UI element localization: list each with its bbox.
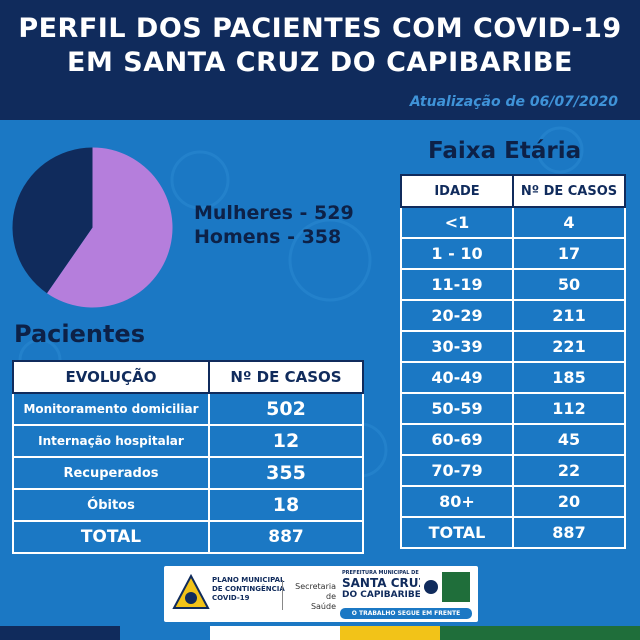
patients-title: Pacientes [14, 320, 145, 348]
footer-color-stripes [0, 626, 640, 640]
table-row: Monitoramento domiciliar 502 [12, 392, 364, 426]
table-row: Recuperados 355 [12, 456, 364, 490]
municipal-flag-logo [420, 572, 470, 602]
age-title: Faixa Etária [428, 138, 582, 164]
contingency-plan-text: PLANO MUNICIPAL DE CONTINGÊNCIA COVID-19 [212, 576, 285, 602]
total-row: TOTAL 887 [12, 520, 364, 554]
secretaria-text: Secretaria de Saúde [295, 582, 336, 611]
slogan: O TRABALHO SEGUE EM FRENTE [340, 608, 472, 619]
table-row: 11-19 50 [400, 268, 626, 301]
header-banner [0, 0, 640, 120]
table-row: 40-49 185 [400, 361, 626, 394]
table-row: 60-69 45 [400, 423, 626, 456]
prefeitura-text: PREFEITURA MUNICIPAL DE SANTA CRUZ DO CA… [342, 570, 428, 600]
logos-panel: PLANO MUNICIPAL DE CONTINGÊNCIA COVID-19… [164, 566, 478, 622]
update-date: Atualização de 06/07/2020 [409, 94, 618, 110]
table-row: <1 4 [400, 206, 626, 239]
table-row: Óbitos 18 [12, 488, 364, 522]
age-table: IDADE Nº DE CASOS <1 4 1 - 10 17 11-19 50 2… [400, 174, 626, 549]
col-evolution: EVOLUÇÃO [12, 360, 210, 394]
men-legend: Homens - 358 [194, 226, 342, 248]
divider [282, 580, 283, 610]
pie-slice-mulheres [46, 147, 173, 308]
women-legend: Mulheres - 529 [194, 202, 354, 224]
col-age: IDADE [400, 174, 514, 208]
table-row: 1 - 10 17 [400, 237, 626, 270]
table-row: 80+ 20 [400, 485, 626, 518]
table-header-row: IDADE Nº DE CASOS [400, 174, 626, 208]
table-row: 30-39 221 [400, 330, 626, 363]
gender-pie-chart [12, 147, 173, 308]
table-row: 50-59 112 [400, 392, 626, 425]
table-header-row: EVOLUÇÃO Nº DE CASOS [12, 360, 364, 394]
col-cases: Nº DE CASOS [208, 360, 364, 394]
table-row: Internação hospitalar 12 [12, 424, 364, 458]
patients-table: EVOLUÇÃO Nº DE CASOS Monitoramento domic… [12, 360, 364, 554]
pie-slice-homens [12, 147, 93, 294]
col-cases: Nº DE CASOS [512, 174, 626, 208]
table-row: 70-79 22 [400, 454, 626, 487]
page-title: PERFIL DOS PACIENTES COM COVID-19 EM SAN… [18, 13, 622, 78]
table-row: 20-29 211 [400, 299, 626, 332]
contingency-plan-logo [172, 574, 210, 609]
total-row: TOTAL 887 [400, 516, 626, 549]
